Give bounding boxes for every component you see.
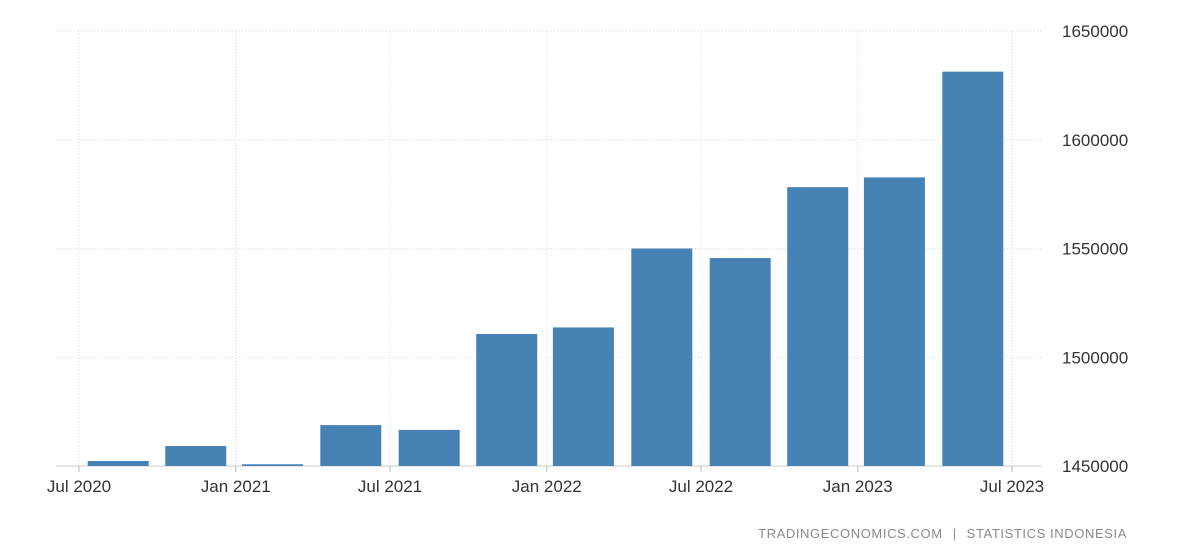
source-site[interactable]: TRADINGECONOMICS.COM [758, 526, 943, 541]
bars [87, 71, 1004, 467]
source-credit: TRADINGECONOMICS.COM | STATISTICS INDONESI… [758, 526, 1127, 541]
bar[interactable] [165, 445, 227, 466]
bar-chart: Jul 2020 Jan 2021 Jul 2021 Jan 2022 Jul 2022… [47, 22, 1128, 496]
x-tick-label: Jan 2022 [512, 477, 582, 496]
source-provider[interactable]: STATISTICS INDONESIA [966, 526, 1127, 541]
bar[interactable] [87, 460, 149, 466]
bar[interactable] [552, 327, 614, 466]
y-axis-ticks: 1450000 1500000 1550000 1600000 1650000 [1062, 22, 1128, 476]
y-tick-label: 1650000 [1062, 22, 1128, 41]
x-tick-label: Jan 2021 [201, 477, 271, 496]
bar[interactable] [398, 429, 460, 466]
x-tick-label: Jul 2020 [47, 477, 111, 496]
bar[interactable] [320, 425, 382, 466]
x-tick-label: Jan 2023 [823, 477, 893, 496]
bar[interactable] [709, 258, 771, 466]
y-tick-label: 1600000 [1062, 131, 1128, 150]
bar[interactable] [476, 333, 538, 466]
bar[interactable] [787, 187, 849, 467]
bar[interactable] [942, 71, 1004, 467]
y-tick-label: 1550000 [1062, 240, 1128, 259]
y-tick-label: 1450000 [1062, 457, 1128, 476]
y-tick-label: 1500000 [1062, 348, 1128, 367]
bar[interactable] [863, 177, 925, 466]
bar[interactable] [241, 464, 303, 466]
x-tick-label: Jul 2022 [669, 477, 733, 496]
x-tick-label: Jul 2023 [980, 477, 1044, 496]
bar[interactable] [631, 248, 693, 467]
x-axis-ticks: Jul 2020 Jan 2021 Jul 2021 Jan 2022 Jul 2022… [47, 466, 1044, 496]
source-separator: | [952, 526, 957, 541]
x-tick-label: Jul 2021 [358, 477, 422, 496]
